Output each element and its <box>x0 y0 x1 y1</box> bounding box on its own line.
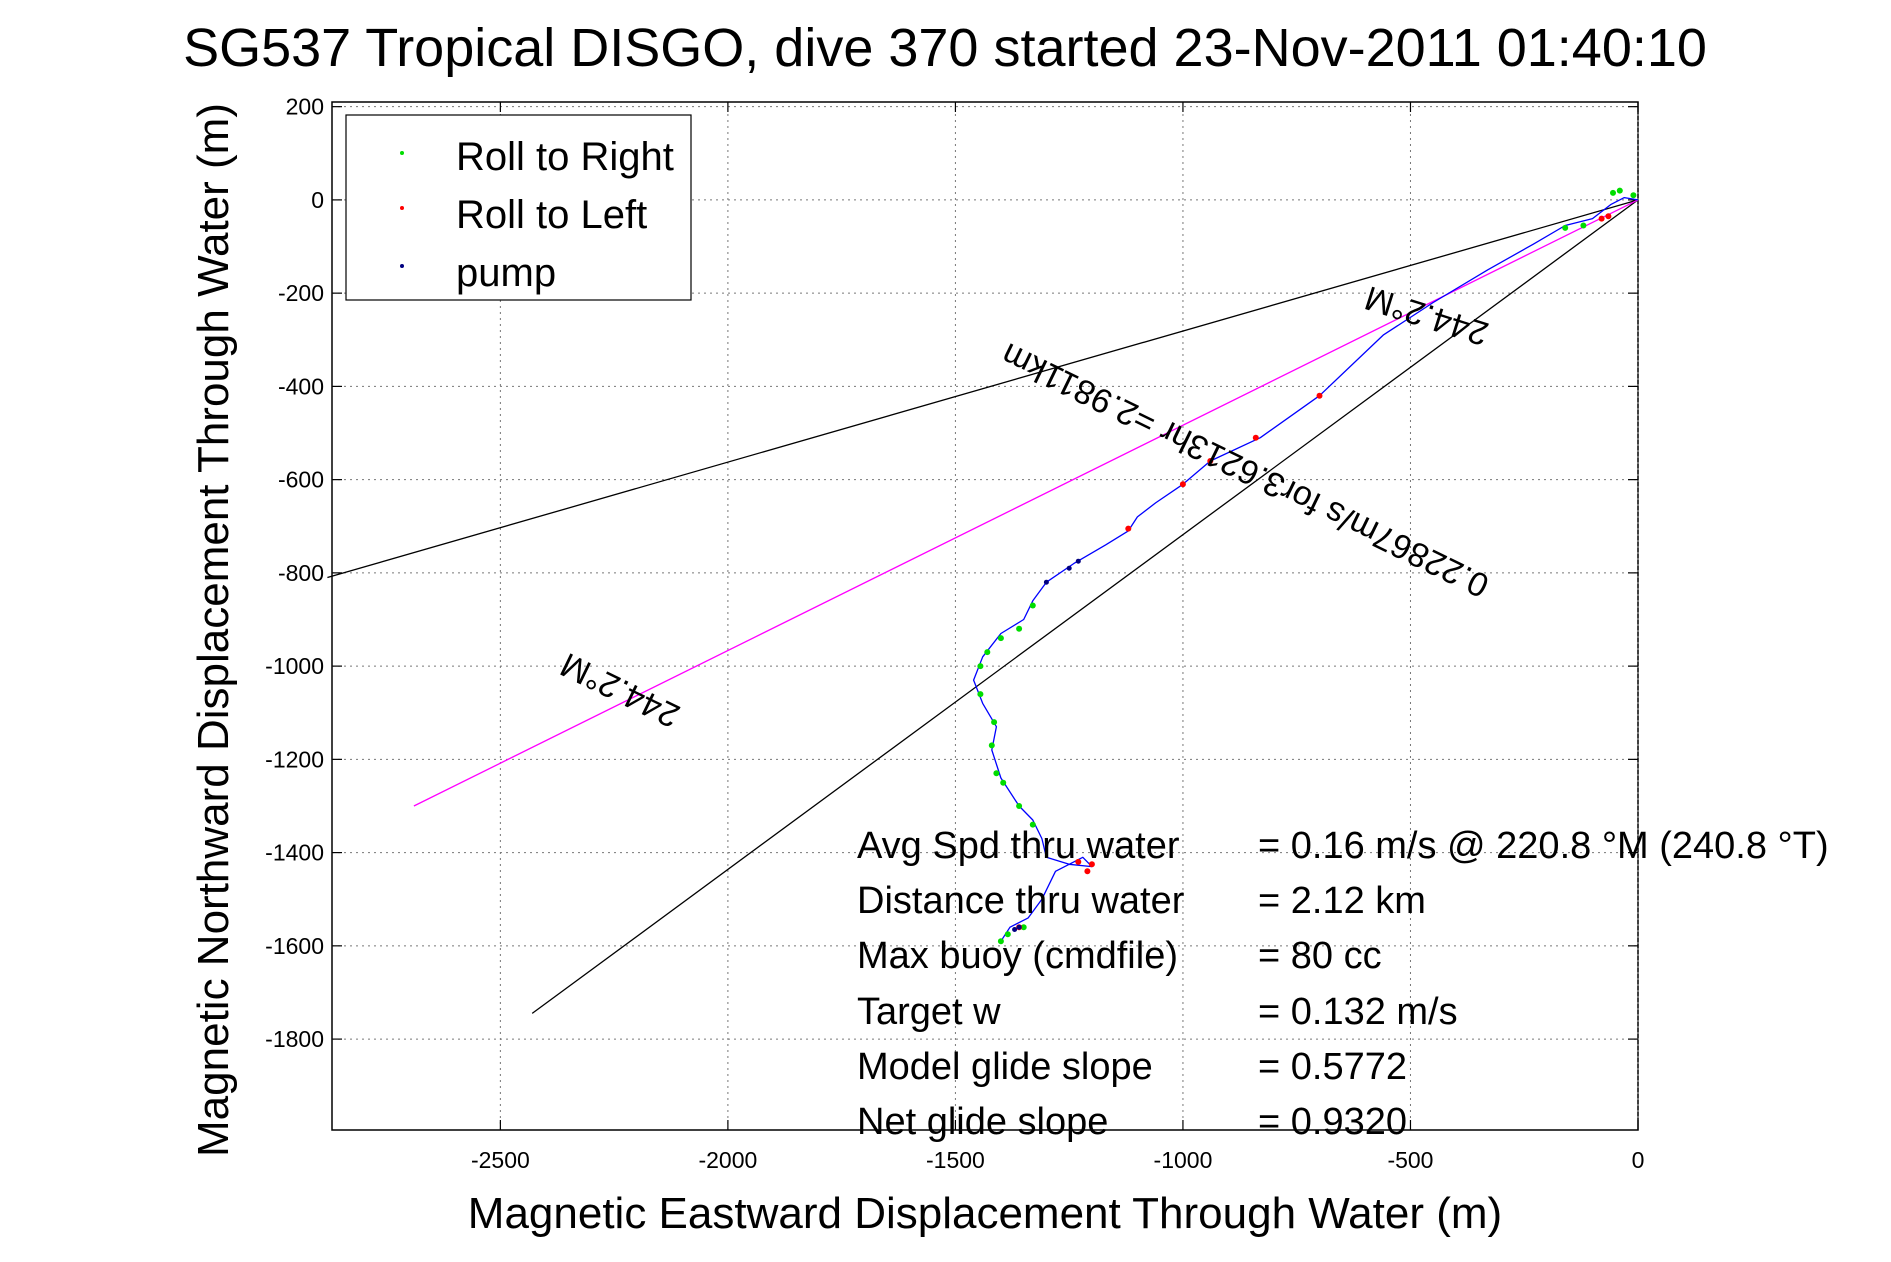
legend-label-roll-right: Roll to Right <box>456 135 674 179</box>
y-axis-ticks: 200 0 -200 -400 -600 -800 -1000 -1200 -1400 -1600… <box>265 94 1638 1052</box>
stat-label-target-w: Target w <box>857 991 1001 1033</box>
reference-lines <box>327 199 1639 1014</box>
stat-label-net-glide: Net glide slope <box>857 1101 1108 1143</box>
stat-label-avg-speed: Avg Spd thru water <box>857 825 1180 867</box>
x-tick-label: 0 <box>1632 1147 1645 1173</box>
roll-left-point <box>1207 458 1214 464</box>
legend-label-pump: pump <box>456 251 556 295</box>
roll-right-point <box>984 649 991 656</box>
roll-right-point <box>977 663 984 670</box>
roll-right-point <box>993 770 1000 777</box>
pump-point <box>1016 924 1022 930</box>
roll-left-point <box>1084 868 1091 875</box>
legend-marker-pump <box>400 264 404 268</box>
roll-right-point <box>1630 192 1637 199</box>
reference-line-0 <box>327 199 1639 579</box>
roll-left-point <box>1316 392 1323 399</box>
y-tick-label: -1800 <box>265 1026 324 1052</box>
stat-value-target-w: = 0.132 m/s <box>1258 991 1458 1033</box>
x-axis-label: Magnetic Eastward Displacement Through W… <box>468 1189 1502 1238</box>
legend: Roll to Right Roll to Left pump <box>345 114 692 301</box>
x-tick-label: -500 <box>1387 1147 1433 1173</box>
y-tick-label: -1000 <box>265 653 324 679</box>
x-tick-label: -2000 <box>698 1147 757 1173</box>
roll-right-point <box>1616 187 1623 194</box>
roll-right-point <box>988 742 995 749</box>
stat-label-model-glide: Model glide slope <box>857 1046 1153 1088</box>
glider-track <box>972 196 1639 942</box>
legend-label-roll-left: Roll to Left <box>456 193 647 237</box>
roll-left-point <box>1598 215 1605 222</box>
stat-label-max-buoy: Max buoy (cmdfile) <box>857 935 1178 977</box>
roll-right-point <box>997 635 1004 642</box>
event-markers <box>977 187 1637 945</box>
pump-point <box>1012 927 1018 932</box>
pump-point <box>1043 579 1049 585</box>
roll-right-point <box>1020 924 1027 931</box>
y-tick-label: -1200 <box>265 746 324 772</box>
stats-annotations: Avg Spd thru water = 0.16 m/s @ 220.8 °M… <box>857 825 1829 1143</box>
stat-label-distance: Distance thru water <box>857 880 1185 922</box>
roll-right-point <box>977 691 984 698</box>
y-axis-label: Magnetic Northward Displacement Through … <box>189 103 238 1157</box>
roll-left-point <box>1179 481 1186 488</box>
stat-value-avg-speed: = 0.16 m/s @ 220.8 °M (240.8 °T) <box>1258 825 1829 867</box>
roll-right-point <box>991 719 998 726</box>
roll-right-point <box>1016 625 1023 632</box>
y-tick-label: 200 <box>286 94 324 120</box>
roll-left-point <box>1605 213 1612 220</box>
roll-left-point <box>1125 525 1132 532</box>
x-axis-ticks: -2500 -2000 -1500 -1000 -500 0 <box>471 102 1644 1173</box>
reference-line-1 <box>531 199 1639 1014</box>
x-tick-label: -2500 <box>471 1147 530 1173</box>
legend-marker-roll-left <box>400 206 404 210</box>
x-tick-label: -1000 <box>1154 1147 1213 1173</box>
roll-right-point <box>1029 821 1036 828</box>
roll-left-point <box>1088 861 1095 868</box>
track-line <box>972 196 1639 942</box>
y-tick-label: -1600 <box>265 933 324 959</box>
stat-value-distance: = 2.12 km <box>1258 880 1426 922</box>
roll-right-point <box>1610 189 1616 196</box>
y-tick-label: -200 <box>278 280 324 306</box>
reference-line-2 <box>413 199 1639 807</box>
pump-point <box>1075 558 1081 564</box>
roll-right-point <box>1016 803 1023 809</box>
roll-left-point <box>1075 858 1082 865</box>
chart-title: SG537 Tropical DISGO, dive 370 started 2… <box>183 18 1707 78</box>
roll-right-point <box>1562 224 1569 231</box>
x-tick-label: -1500 <box>926 1147 985 1173</box>
roll-right-point <box>1029 602 1036 609</box>
roll-right-point <box>1004 931 1011 938</box>
legend-marker-roll-right <box>400 151 404 155</box>
stat-value-model-glide: = 0.5772 <box>1258 1046 1407 1088</box>
roll-left-point <box>1252 434 1259 441</box>
y-tick-label: -600 <box>278 467 324 493</box>
roll-right-point <box>997 938 1004 945</box>
y-tick-label: -800 <box>278 560 324 586</box>
y-tick-label: -1400 <box>265 840 324 866</box>
pump-point <box>1066 565 1072 571</box>
roll-right-point <box>1000 779 1007 786</box>
y-tick-label: 0 <box>311 187 324 213</box>
stat-value-net-glide: = 0.9320 <box>1258 1101 1407 1143</box>
y-tick-label: -400 <box>278 373 324 399</box>
roll-right-point <box>1580 222 1587 229</box>
stat-value-max-buoy: = 80 cc <box>1258 935 1382 977</box>
